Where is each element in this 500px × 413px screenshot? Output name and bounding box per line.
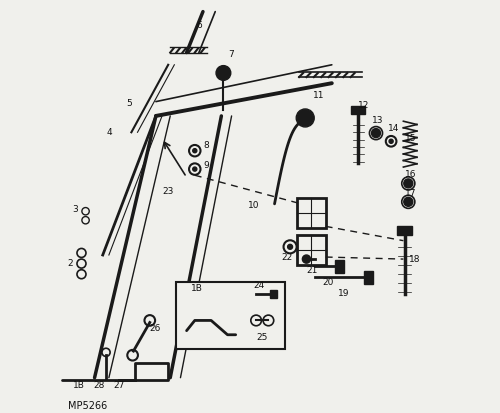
- Text: 1B: 1B: [191, 285, 203, 294]
- Bar: [297, 235, 326, 265]
- Text: 24: 24: [254, 281, 265, 290]
- Text: 3: 3: [72, 206, 78, 214]
- Text: 23: 23: [162, 187, 174, 196]
- Text: 6: 6: [196, 21, 202, 31]
- Text: 18: 18: [409, 254, 420, 263]
- Circle shape: [372, 128, 380, 138]
- Circle shape: [192, 149, 197, 153]
- Text: 1B: 1B: [73, 381, 85, 390]
- Circle shape: [404, 179, 413, 188]
- Text: 20: 20: [322, 278, 334, 287]
- Circle shape: [192, 167, 197, 171]
- Circle shape: [302, 255, 310, 263]
- Circle shape: [389, 139, 393, 143]
- Text: 12: 12: [358, 101, 370, 110]
- Text: 9: 9: [203, 161, 208, 169]
- Circle shape: [288, 244, 292, 249]
- Circle shape: [297, 110, 314, 126]
- Text: 15: 15: [405, 134, 416, 143]
- Text: 11: 11: [313, 91, 324, 100]
- Bar: [352, 106, 366, 114]
- Text: 16: 16: [405, 169, 416, 178]
- Text: 17: 17: [405, 189, 416, 198]
- Text: 22: 22: [281, 253, 292, 262]
- Bar: [270, 290, 276, 298]
- Text: 10: 10: [248, 202, 260, 210]
- Text: MP5266: MP5266: [68, 401, 107, 411]
- Bar: [398, 225, 412, 235]
- Bar: [297, 198, 326, 228]
- Circle shape: [404, 197, 413, 206]
- Text: 25: 25: [256, 333, 268, 342]
- Text: 27: 27: [114, 381, 125, 390]
- Text: 28: 28: [93, 381, 104, 390]
- Text: 5: 5: [126, 99, 132, 108]
- Text: 8: 8: [203, 141, 208, 150]
- Text: 4: 4: [106, 128, 112, 137]
- Text: 26: 26: [150, 324, 161, 333]
- Text: 2: 2: [67, 259, 73, 268]
- FancyBboxPatch shape: [176, 282, 285, 349]
- Bar: [335, 260, 344, 273]
- Bar: [364, 271, 372, 285]
- Circle shape: [216, 66, 231, 81]
- Text: 14: 14: [388, 123, 399, 133]
- Text: 7: 7: [228, 50, 234, 59]
- Text: 21: 21: [306, 266, 318, 275]
- Text: 19: 19: [338, 290, 349, 298]
- Text: 13: 13: [372, 116, 384, 124]
